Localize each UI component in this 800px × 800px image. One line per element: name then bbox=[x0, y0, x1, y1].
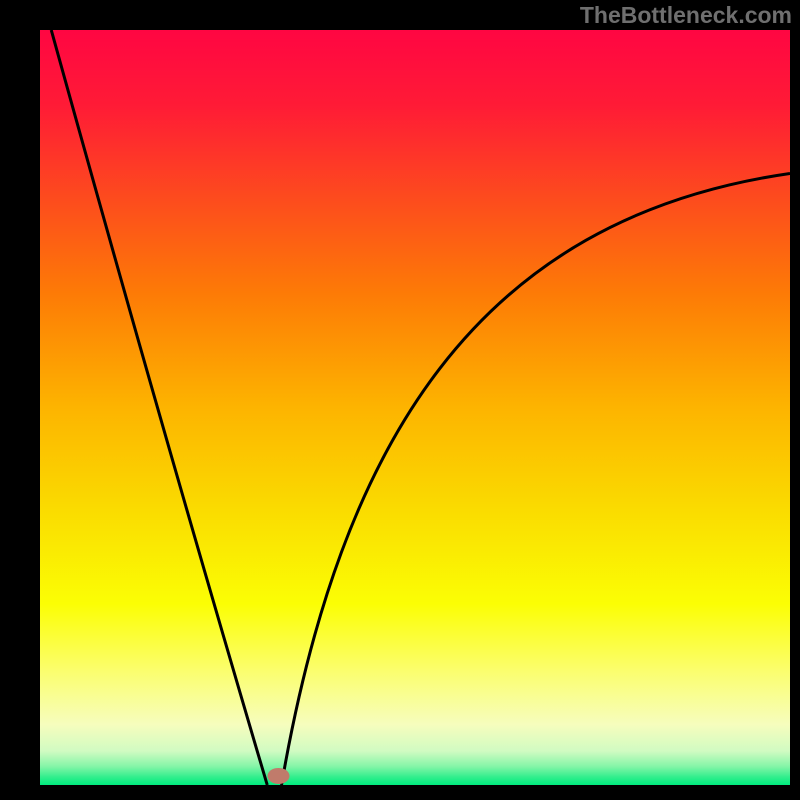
bottleneck-marker bbox=[268, 768, 290, 784]
curve-right-branch bbox=[282, 173, 791, 785]
curve-left-branch bbox=[51, 30, 267, 785]
watermark-text: TheBottleneck.com bbox=[580, 2, 792, 29]
plot-area bbox=[40, 30, 790, 785]
curve-overlay bbox=[40, 30, 790, 785]
chart-container: TheBottleneck.com bbox=[0, 0, 800, 800]
